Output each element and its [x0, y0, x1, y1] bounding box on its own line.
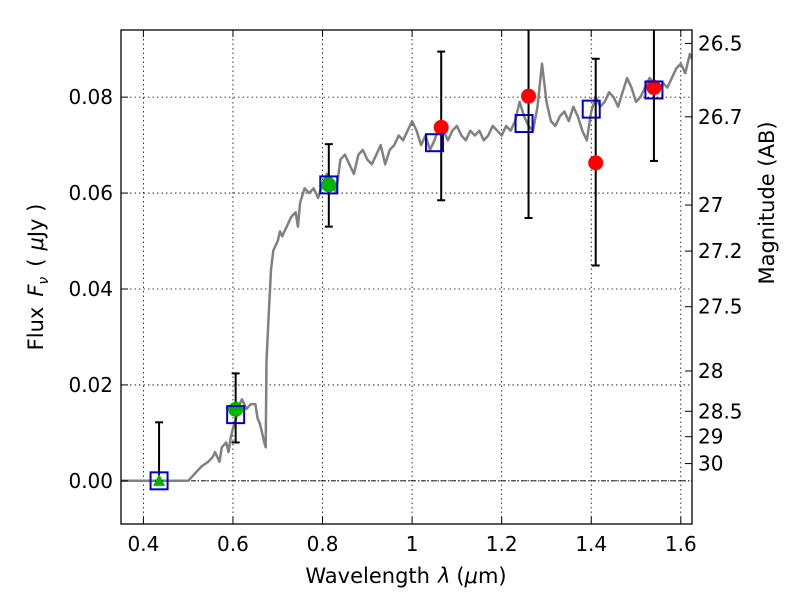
- data-point: [321, 177, 337, 193]
- x-tick-label: 0.6: [217, 532, 249, 556]
- data-point: [521, 88, 537, 104]
- axes-frame: [120, 29, 693, 525]
- x-tick-label: 0.4: [127, 532, 159, 556]
- model-photometry-marker: [319, 175, 339, 195]
- y2-tick-label: 27.2: [698, 239, 743, 263]
- y2-tick-label: 27.5: [698, 295, 743, 319]
- y2-tick-label: 30: [698, 452, 723, 476]
- model-photometry-marker: [581, 99, 601, 119]
- x-axis-title: Wavelength λ (μm): [305, 564, 506, 588]
- y2-tick-label: 26.7: [698, 105, 743, 129]
- x-tick-label: 1: [406, 532, 419, 556]
- ticks: 0.4 0.6 0.8 1 1.2 1.4 1.6 0.00 0.02 0.04 0.06 0.08 2…: [68, 30, 743, 556]
- model-spectrum-line: [121, 52, 692, 483]
- model-photometry-marker: [226, 405, 246, 425]
- x-tick-label: 0.8: [307, 532, 339, 556]
- data-point: [228, 401, 244, 417]
- data-point: [588, 155, 604, 171]
- y-tick-label: 0.00: [68, 469, 113, 493]
- y2-tick-label: 27: [698, 193, 723, 217]
- y-tick-label: 0.04: [68, 277, 113, 301]
- plot-area: [121, 30, 692, 491]
- y-tick-label: 0.08: [68, 85, 113, 109]
- y-axis-title: FluxFν(μJy ): [24, 204, 52, 351]
- data-point: [433, 119, 449, 135]
- y2-tick-label: 28: [698, 359, 723, 383]
- y2-tick-label: 26.5: [698, 31, 743, 55]
- y2-tick-label: 29: [698, 425, 723, 449]
- model-photometry-marker: [644, 80, 664, 100]
- y-tick-label: 0.06: [68, 181, 113, 205]
- model-photometry-marker: [514, 114, 534, 134]
- model-photometry-marker: [149, 471, 169, 491]
- data-point: [646, 80, 662, 96]
- x-tick-label: 1.2: [486, 532, 518, 556]
- y2-tick-label: 28.5: [698, 399, 743, 423]
- x-tick-label: 1.6: [665, 532, 697, 556]
- y-tick-label: 0.02: [68, 373, 113, 397]
- grid-lines: [121, 30, 692, 524]
- upper-limit-marker: [153, 473, 166, 486]
- y2-axis-title: Magnitude (AB): [755, 121, 779, 284]
- x-tick-label: 1.4: [575, 532, 607, 556]
- model-photometry-marker: [424, 133, 444, 153]
